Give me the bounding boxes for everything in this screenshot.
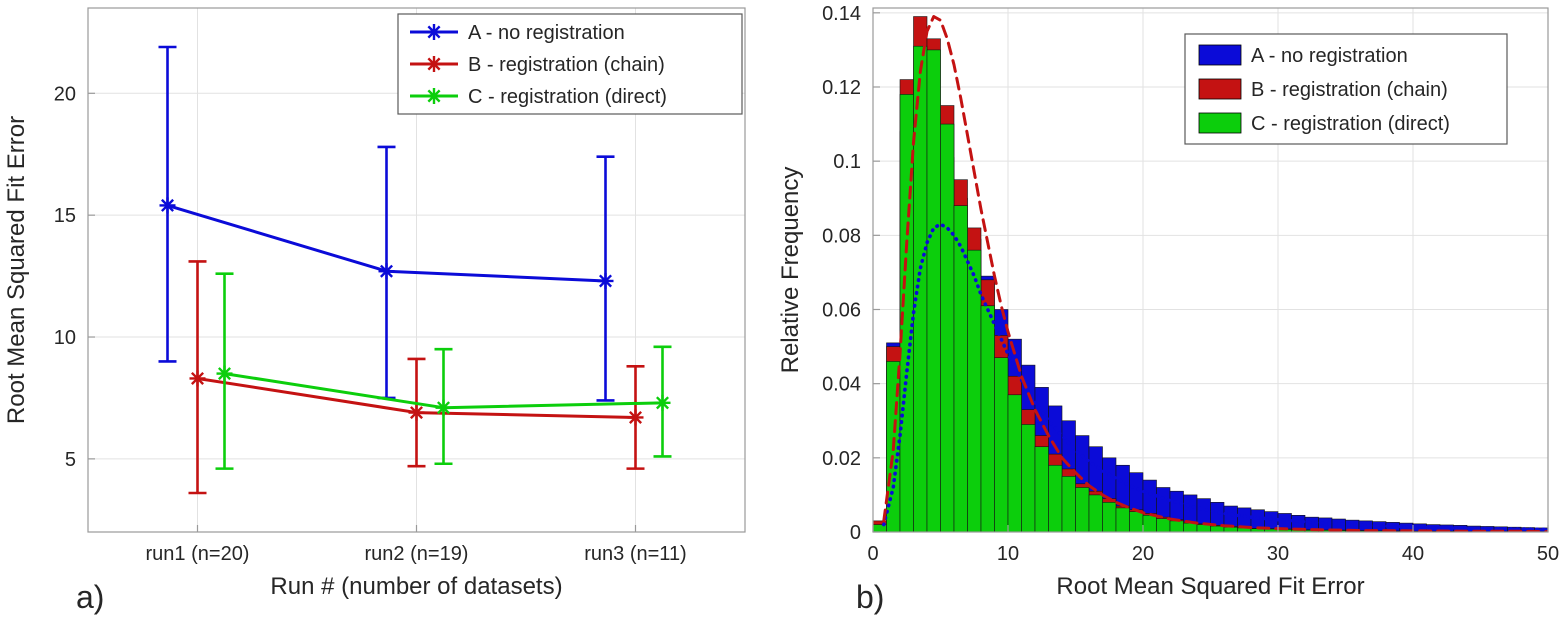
svg-text:0: 0 [850,522,861,544]
legend-label-a: A - no registration [468,22,625,44]
axis-ticks [872,12,1549,533]
panel-b-label: b) [856,579,884,615]
legend-label-b: B - registration (chain) [1251,79,1448,101]
svg-text:0.14: 0.14 [822,3,861,25]
legend-swatch-c [1198,112,1242,134]
svg-text:0.1: 0.1 [833,151,861,173]
y-tick-labels: 5 10 15 20 [54,83,76,471]
legend-label-b: B - registration (chain) [468,54,665,76]
fit-curve-b [882,15,1548,532]
plot-border [872,7,1549,533]
legend-marker-a [410,24,458,40]
x-tick-labels: 0 10 20 30 40 50 [867,543,1559,565]
y-axis-label: Relative Frequency [777,167,804,374]
panel-b-histogram-chart: 0 0.02 0.04 0.06 0.08 0.1 0.12 0.14 0 10 20 30 40 50 R… [768,0,1562,624]
axis-ticks [88,92,637,532]
svg-text:20: 20 [54,83,76,105]
svg-text:run1 (n=20): run1 (n=20) [146,543,250,565]
legend: A - no registration B - registration (cha… [397,13,743,115]
legend-label-a: A - no registration [1251,45,1408,67]
svg-text:run2 (n=19): run2 (n=19) [365,543,469,565]
errorbar-chart: 5 10 15 20 run1 (n=20) run2 (n=19) run3 (n=11)… [3,7,746,615]
svg-text:0.02: 0.02 [822,448,861,470]
errorbar-series-a [158,45,615,402]
svg-text:40: 40 [1402,543,1424,565]
legend-entry-a: A - no registration [410,22,625,44]
legend-swatch-a [1198,44,1242,66]
svg-text:15: 15 [54,205,76,227]
x-axis-label: Root Mean Squared Fit Error [1056,573,1364,600]
svg-text:0.12: 0.12 [822,77,861,99]
svg-text:10: 10 [54,327,76,349]
legend-marker-b [410,56,458,72]
x-tick-labels: run1 (n=20) run2 (n=19) run3 (n=11) [146,543,687,565]
legend-entry-a: A - no registration [1198,44,1408,67]
legend-label-c: C - registration (direct) [1251,113,1450,135]
y-tick-labels: 0 0.02 0.04 0.06 0.08 0.1 0.12 0.14 [822,3,861,544]
legend: A - no registration B - registration (cha… [1184,33,1508,145]
legend-marker-c [410,88,458,104]
legend-swatch-b [1198,78,1242,100]
legend-entry-c: C - registration (direct) [1198,112,1450,135]
legend-entry-c: C - registration (direct) [410,86,667,108]
legend-entry-b: B - registration (chain) [1198,78,1448,101]
svg-text:10: 10 [997,543,1019,565]
svg-text:0: 0 [867,543,878,565]
svg-text:5: 5 [65,449,76,471]
svg-text:0.04: 0.04 [822,374,861,396]
y-axis-label: Root Mean Squared Fit Error [3,116,30,424]
svg-text:run3 (n=11): run3 (n=11) [584,543,686,565]
svg-text:50: 50 [1537,543,1559,565]
x-axis-label: Run # (number of datasets) [270,573,562,600]
fit-curve-a [882,222,1548,532]
panel-a-errorbar-chart: 5 10 15 20 run1 (n=20) run2 (n=19) run3 (n=11)… [0,0,768,624]
errorbar-series-c [215,272,672,470]
panel-a-label: a) [76,579,104,615]
svg-text:30: 30 [1267,543,1289,565]
legend-entry-b: B - registration (chain) [410,54,665,76]
svg-text:0.08: 0.08 [822,225,861,247]
svg-text:0.06: 0.06 [822,299,861,321]
histogram-chart: 0 0.02 0.04 0.06 0.08 0.1 0.12 0.14 0 10 20 30 40 50 R… [777,3,1559,615]
svg-text:20: 20 [1132,543,1154,565]
errorbar-series-b [188,260,645,495]
legend-label-c: C - registration (direct) [468,86,667,108]
